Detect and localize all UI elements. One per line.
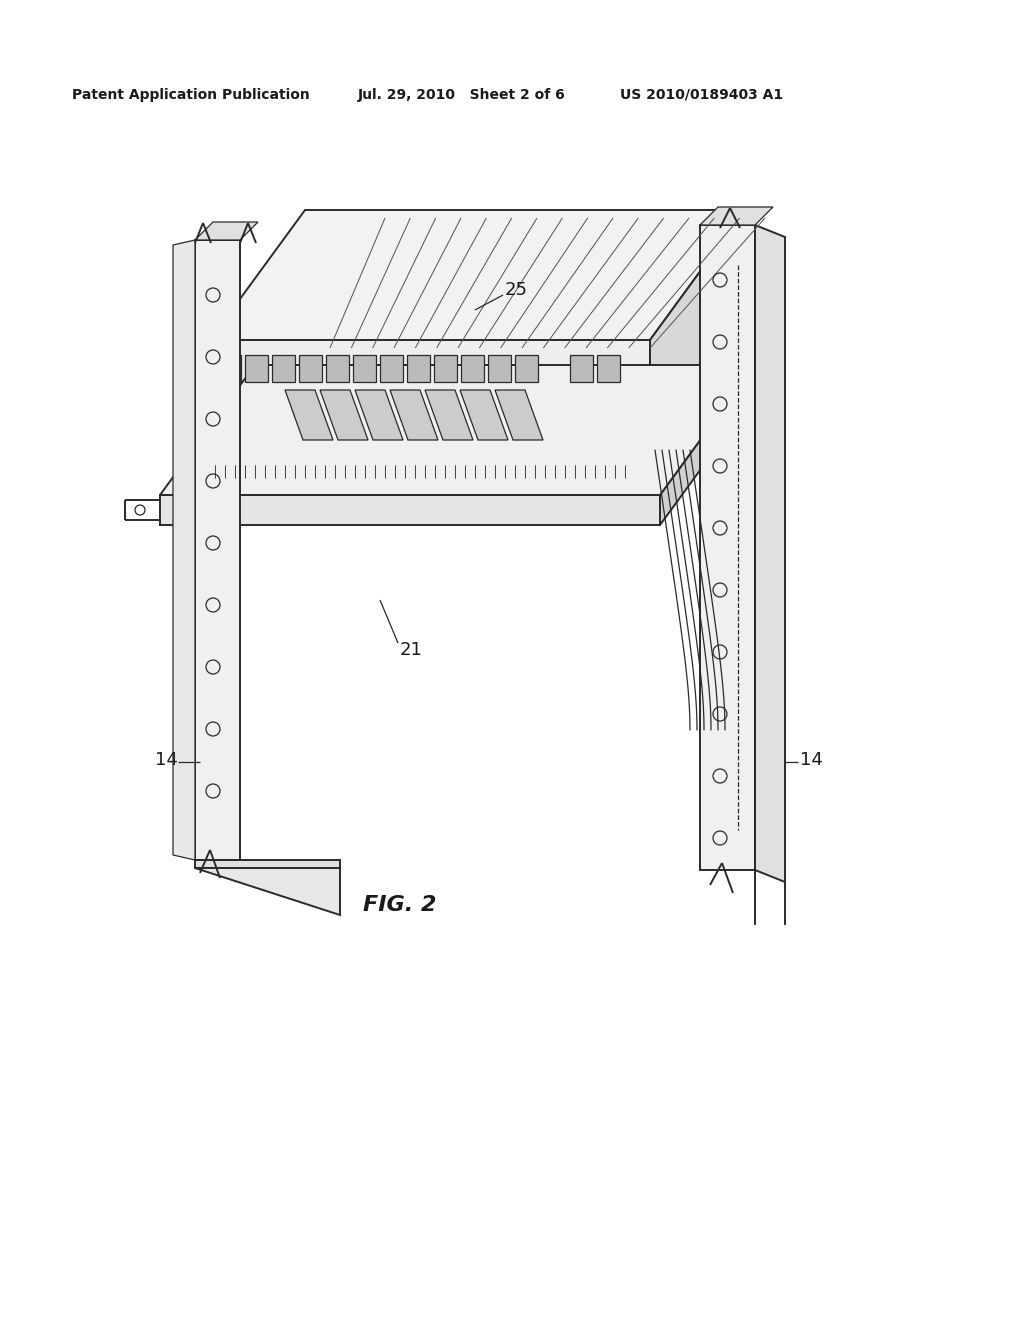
Text: 25: 25 xyxy=(505,281,528,300)
Polygon shape xyxy=(272,355,295,381)
Polygon shape xyxy=(195,222,258,240)
Polygon shape xyxy=(319,389,368,440)
Polygon shape xyxy=(245,355,268,381)
Text: 14: 14 xyxy=(800,751,823,770)
Text: 21: 21 xyxy=(400,642,423,659)
Polygon shape xyxy=(488,355,511,381)
Polygon shape xyxy=(425,389,473,440)
Polygon shape xyxy=(326,355,349,381)
Polygon shape xyxy=(173,240,195,861)
Polygon shape xyxy=(210,210,745,341)
Text: 14: 14 xyxy=(155,751,178,770)
Polygon shape xyxy=(355,389,403,440)
Polygon shape xyxy=(700,224,755,870)
Polygon shape xyxy=(495,389,543,440)
Polygon shape xyxy=(570,355,593,381)
Polygon shape xyxy=(299,355,322,381)
Text: US 2010/0189403 A1: US 2010/0189403 A1 xyxy=(620,88,783,102)
Text: Patent Application Publication: Patent Application Publication xyxy=(72,88,309,102)
Polygon shape xyxy=(195,861,340,869)
Text: Jul. 29, 2010   Sheet 2 of 6: Jul. 29, 2010 Sheet 2 of 6 xyxy=(358,88,565,102)
Polygon shape xyxy=(700,207,773,224)
Polygon shape xyxy=(460,389,508,440)
Polygon shape xyxy=(195,240,240,861)
Polygon shape xyxy=(660,366,755,525)
Polygon shape xyxy=(160,495,660,525)
Polygon shape xyxy=(461,355,484,381)
Polygon shape xyxy=(650,210,745,500)
Polygon shape xyxy=(353,355,376,381)
Polygon shape xyxy=(755,224,785,882)
Polygon shape xyxy=(218,355,241,381)
Polygon shape xyxy=(515,355,538,381)
Polygon shape xyxy=(407,355,430,381)
Polygon shape xyxy=(597,355,620,381)
Text: FIG. 2: FIG. 2 xyxy=(364,895,437,915)
Polygon shape xyxy=(195,869,340,915)
Polygon shape xyxy=(285,389,333,440)
Polygon shape xyxy=(434,355,457,381)
Polygon shape xyxy=(210,341,650,500)
Polygon shape xyxy=(380,355,403,381)
Polygon shape xyxy=(390,389,438,440)
Polygon shape xyxy=(160,366,755,495)
